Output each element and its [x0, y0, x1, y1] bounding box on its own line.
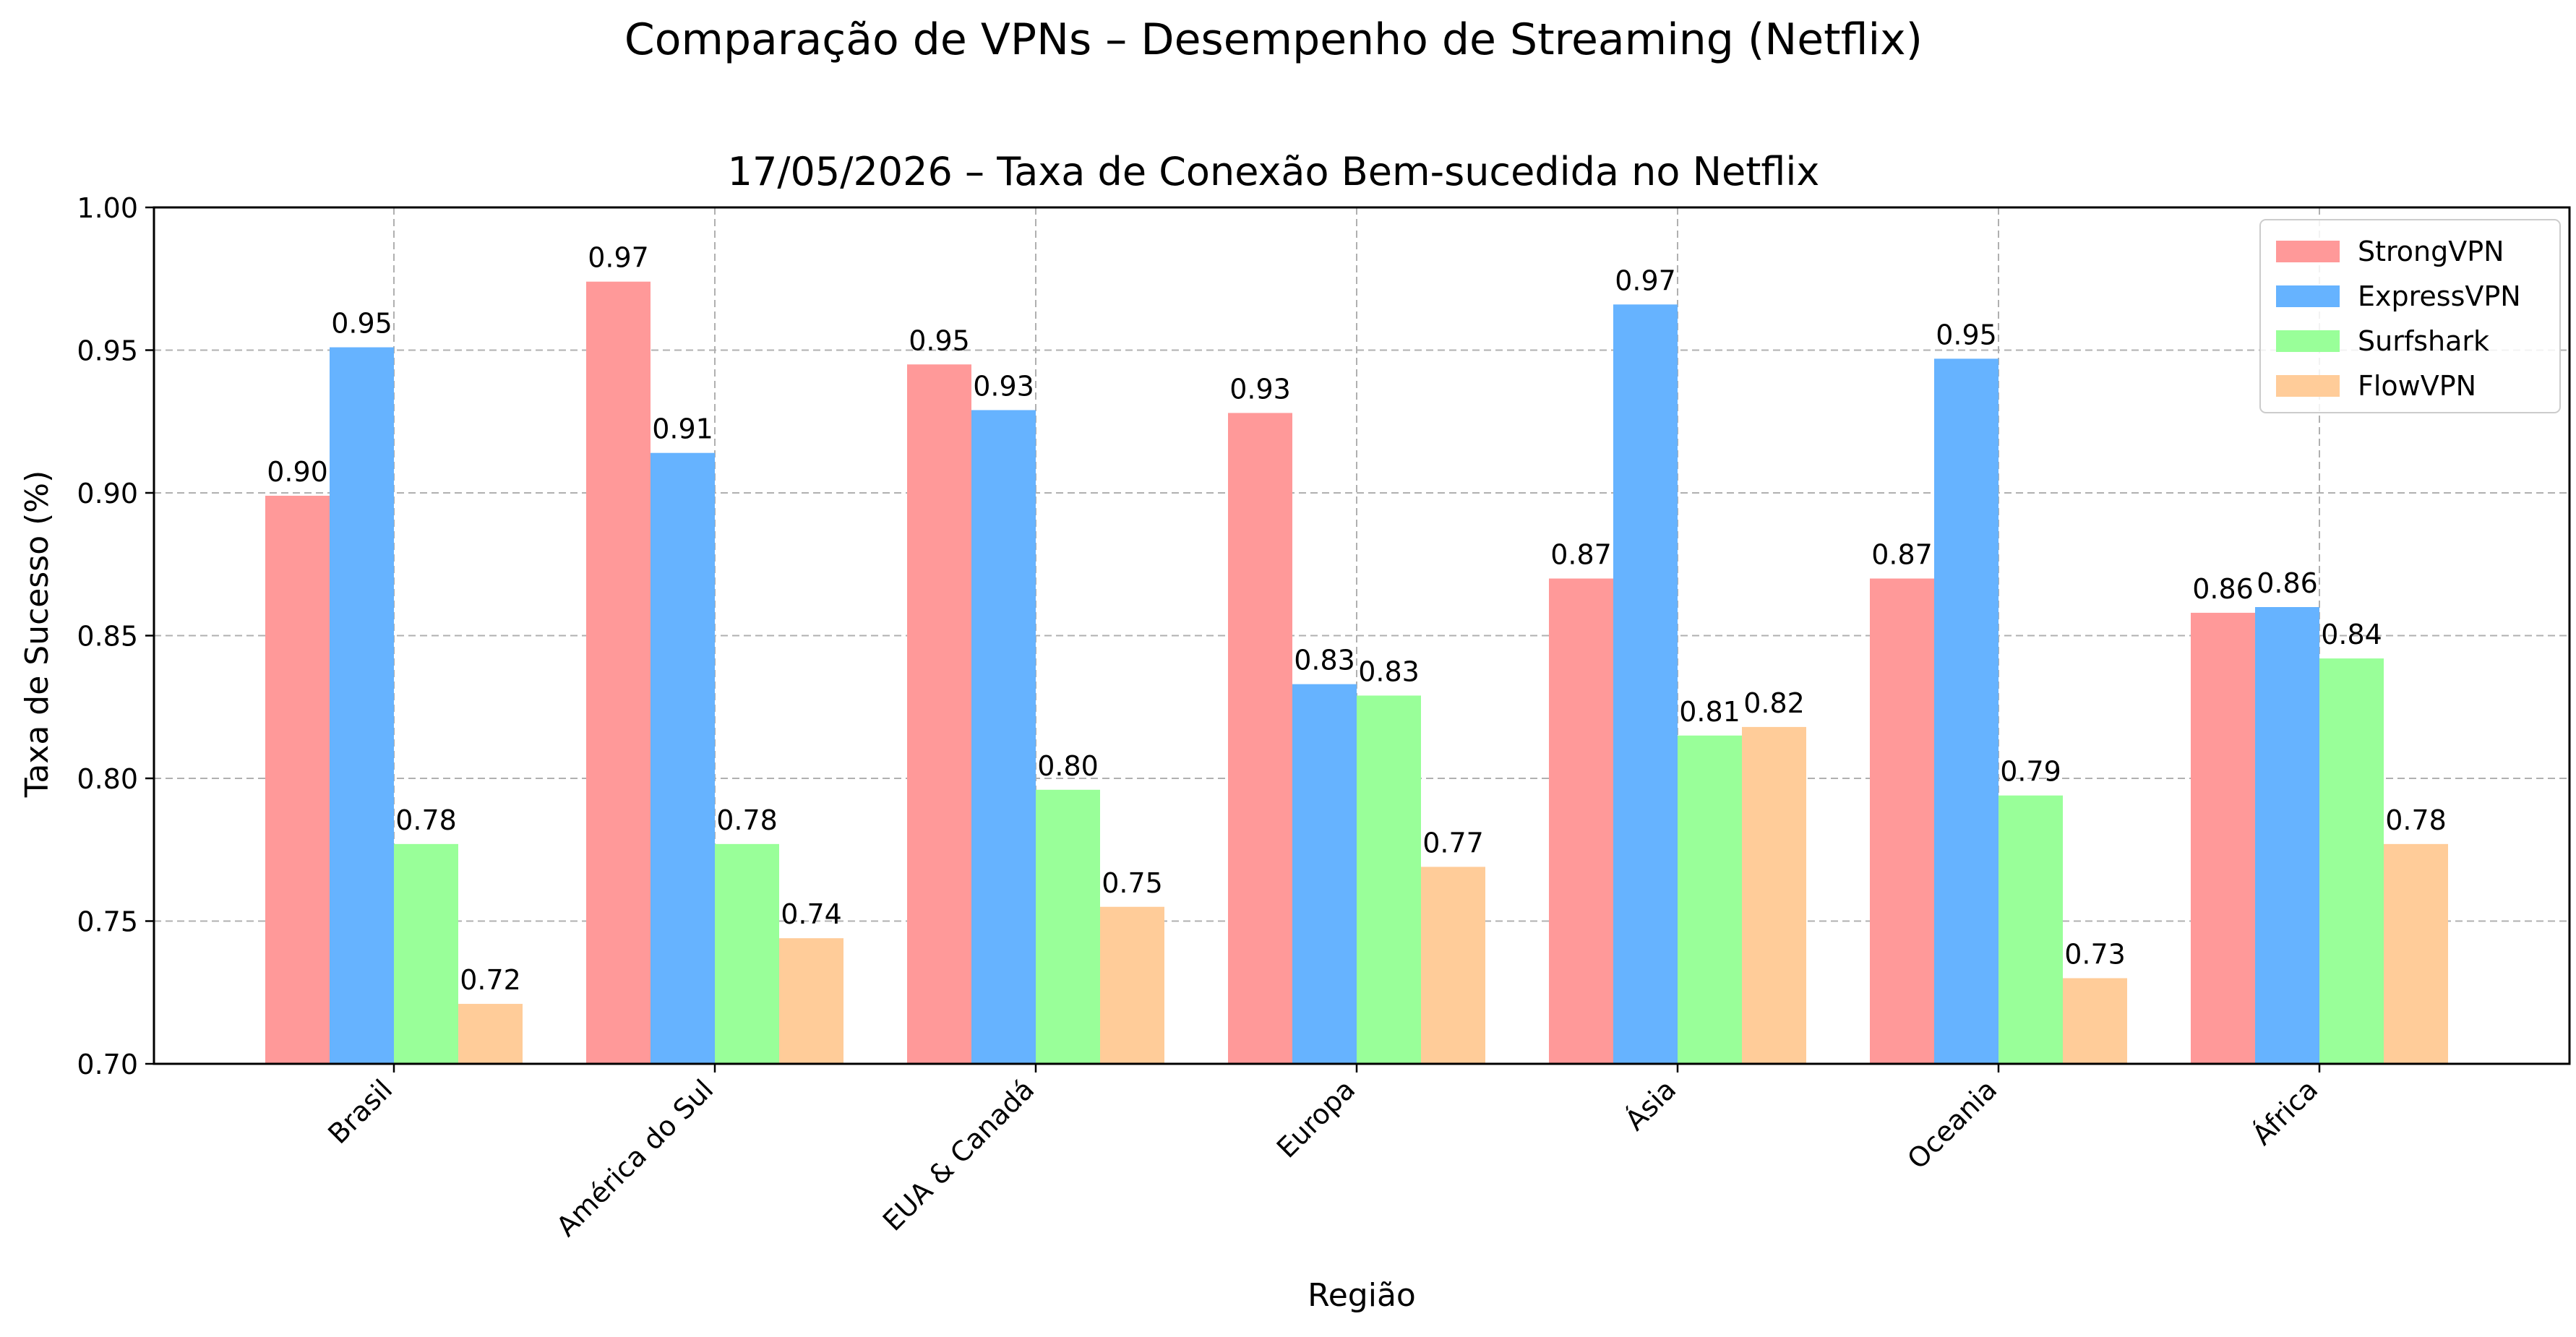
- bar-strongvpn-0: [265, 495, 330, 1064]
- bar-expressvpn-6: [2255, 607, 2319, 1064]
- bar-surfshark-2: [1036, 789, 1100, 1064]
- bar-value-label: 0.95: [909, 324, 970, 356]
- bar-expressvpn-3: [1292, 684, 1357, 1064]
- bar-value-label: 0.95: [1936, 319, 1997, 351]
- bar-strongvpn-3: [1228, 413, 1292, 1064]
- y-tick-label: 0.80: [77, 763, 138, 795]
- y-tick-label: 0.85: [77, 621, 138, 653]
- legend-label-surfshark: Surfshark: [2358, 325, 2489, 357]
- bar-value-label: 0.74: [781, 898, 842, 930]
- bar-expressvpn-0: [330, 347, 394, 1064]
- bar-flowvpn-2: [1100, 906, 1164, 1064]
- bar-value-label: 0.80: [1037, 750, 1099, 782]
- chart-title: 17/05/2026 – Taxa de Conexão Bem-sucedid…: [728, 149, 1820, 194]
- x-tick-label: Ásia: [1619, 1073, 1682, 1136]
- x-tick-label: Oceania: [1901, 1073, 2003, 1175]
- y-tick-label: 1.00: [77, 192, 138, 224]
- bars: [265, 281, 2448, 1065]
- bar-flowvpn-6: [2384, 843, 2448, 1064]
- bar-strongvpn-5: [1870, 578, 1934, 1064]
- bar-flowvpn-5: [2063, 978, 2127, 1064]
- bar-value-label: 0.72: [460, 964, 521, 996]
- bar-flowvpn-0: [458, 1004, 523, 1064]
- bar-surfshark-6: [2319, 658, 2384, 1064]
- bar-flowvpn-3: [1421, 867, 1485, 1064]
- bar-value-label: 0.87: [1871, 539, 1933, 571]
- y-axis-label: Taxa de Sucesso (%): [19, 470, 56, 799]
- y-tick-label: 0.95: [77, 335, 138, 367]
- x-axis-label: Região: [1308, 1277, 1416, 1314]
- bar-value-label: 0.83: [1294, 645, 1355, 676]
- bar-value-label: 0.84: [2321, 619, 2382, 650]
- bar-value-label: 0.81: [1679, 696, 1740, 728]
- bar-strongvpn-1: [586, 281, 651, 1065]
- legend-swatch-flowvpn: [2276, 375, 2340, 397]
- bar-value-label: 0.90: [267, 456, 328, 488]
- bar-value-label: 0.86: [2192, 573, 2254, 605]
- bar-value-label: 0.97: [588, 242, 649, 274]
- bar-value-label: 0.93: [973, 370, 1034, 402]
- bar-surfshark-4: [1678, 735, 1742, 1064]
- x-tick-label: EUA & Canadá: [877, 1073, 1040, 1237]
- bar-value-label: 0.95: [331, 308, 392, 340]
- bar-flowvpn-1: [779, 938, 843, 1064]
- bar-value-label: 0.79: [2000, 756, 2061, 788]
- x-tick-label: Europa: [1271, 1073, 1362, 1164]
- y-tick-label: 0.90: [77, 478, 138, 510]
- legend-box: [2259, 219, 2561, 413]
- bar-value-label: 0.86: [2257, 567, 2318, 599]
- legend-swatch-expressvpn: [2276, 285, 2340, 307]
- legend-swatch-strongvpn: [2276, 241, 2340, 262]
- legend-label-strongvpn: StrongVPN: [2358, 236, 2504, 267]
- y-tick-label: 0.75: [77, 906, 138, 938]
- bar-value-label: 0.93: [1229, 373, 1291, 405]
- y-tick-label: 0.70: [77, 1049, 138, 1080]
- bar-surfshark-0: [394, 843, 458, 1064]
- bar-surfshark-5: [1998, 795, 2063, 1064]
- bar-expressvpn-2: [971, 410, 1036, 1064]
- bar-strongvpn-4: [1549, 578, 1613, 1064]
- bar-surfshark-3: [1357, 695, 1421, 1064]
- bar-value-label: 0.73: [2064, 939, 2126, 971]
- bar-strongvpn-2: [907, 364, 971, 1064]
- bar-flowvpn-4: [1742, 726, 1806, 1064]
- legend-label-expressvpn: ExpressVPN: [2358, 280, 2521, 312]
- bar-value-labels: 0.900.970.950.930.87 0.870.860.950.910.93…: [267, 242, 2447, 996]
- bar-value-label: 0.87: [1550, 539, 1612, 571]
- bar-expressvpn-5: [1934, 358, 1998, 1065]
- bar-expressvpn-4: [1613, 304, 1678, 1064]
- bar-surfshark-1: [715, 843, 779, 1064]
- legend-label-flowvpn: FlowVPN: [2358, 370, 2476, 402]
- legend: StrongVPN ExpressVPN Surfshark FlowVPN: [2259, 219, 2561, 413]
- bar-value-label: 0.82: [1743, 687, 1805, 719]
- x-tick-label: América do Sul: [550, 1073, 719, 1242]
- bar-value-label: 0.77: [1422, 827, 1484, 859]
- bar-strongvpn-6: [2191, 612, 2255, 1064]
- bar-value-label: 0.78: [395, 804, 457, 836]
- x-tick-label: Brasil: [322, 1073, 398, 1150]
- bar-value-label: 0.97: [1615, 265, 1676, 296]
- bar-value-label: 0.78: [2385, 804, 2447, 836]
- x-tick-label: África: [2246, 1073, 2324, 1151]
- bar-value-label: 0.78: [716, 804, 778, 836]
- bar-expressvpn-1: [651, 452, 715, 1064]
- legend-swatch-surfshark: [2276, 330, 2340, 352]
- chart-suptitle: Comparação de VPNs – Desempenho de Strea…: [624, 14, 1923, 65]
- bar-value-label: 0.75: [1102, 867, 1163, 899]
- bar-value-label: 0.83: [1358, 655, 1420, 687]
- bar-value-label: 0.91: [652, 413, 713, 445]
